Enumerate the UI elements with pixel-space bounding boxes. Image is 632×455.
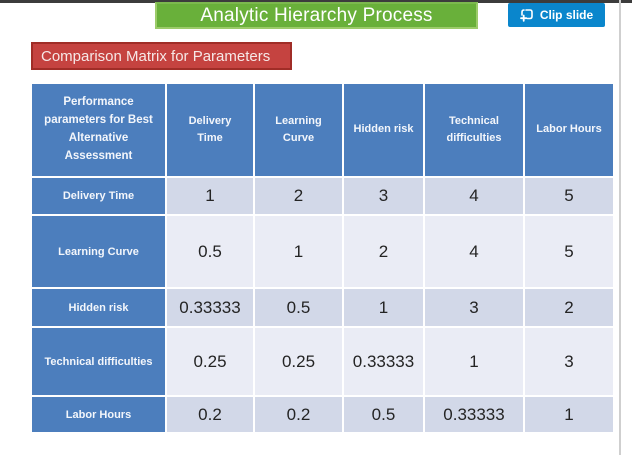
column-header: Technical difficulties	[423, 82, 525, 178]
table-row: Labor Hours 0.2 0.2 0.5 0.33333 1	[30, 395, 615, 434]
column-header: Hidden risk	[342, 82, 425, 178]
section-label: Comparison Matrix for Parameters	[41, 47, 271, 65]
matrix-cell: 1	[165, 176, 255, 216]
column-header: Delivery Time	[165, 82, 255, 178]
matrix-cell: 0.25	[253, 326, 344, 397]
matrix-cell: 1	[523, 395, 615, 434]
slide-title: Analytic Hierarchy Process	[200, 4, 433, 26]
section-label-banner: Comparison Matrix for Parameters	[31, 42, 292, 70]
row-label: Hidden risk	[30, 287, 167, 328]
matrix-cell: 1	[253, 214, 344, 289]
matrix-cell: 2	[342, 214, 425, 289]
comparison-matrix-table: Performance parameters for Best Alternat…	[30, 82, 615, 434]
matrix-cell: 0.5	[253, 287, 344, 328]
table-row: Delivery Time 1 2 3 4 5	[30, 176, 615, 216]
table-row: Hidden risk 0.33333 0.5 1 3 2	[30, 287, 615, 328]
matrix-cell: 1	[423, 326, 525, 397]
column-header: Learning Curve	[253, 82, 344, 178]
matrix-cell: 0.5	[342, 395, 425, 434]
matrix-cell: 0.33333	[423, 395, 525, 434]
matrix-cell: 3	[342, 176, 425, 216]
matrix-cell: 4	[423, 176, 525, 216]
matrix-cell: 0.2	[253, 395, 344, 434]
matrix-cell: 0.25	[165, 326, 255, 397]
matrix-cell: 4	[423, 214, 525, 289]
row-label: Learning Curve	[30, 214, 167, 289]
matrix-cell: 3	[423, 287, 525, 328]
row-label: Technical difficulties	[30, 326, 167, 397]
table-header-row: Performance parameters for Best Alternat…	[30, 82, 615, 178]
top-border-bar	[0, 0, 632, 3]
corner-header-cell: Performance parameters for Best Alternat…	[30, 82, 167, 178]
row-label: Delivery Time	[30, 176, 167, 216]
matrix-cell: 0.5	[165, 214, 255, 289]
slide-title-banner: Analytic Hierarchy Process	[155, 2, 478, 29]
matrix-cell: 5	[523, 176, 615, 216]
matrix-cell: 0.2	[165, 395, 255, 434]
column-header: Labor Hours	[523, 82, 615, 178]
clip-slide-button[interactable]: Clip slide	[508, 3, 605, 27]
clip-button-label: Clip slide	[539, 8, 594, 22]
matrix-cell: 5	[523, 214, 615, 289]
matrix-cell: 2	[523, 287, 615, 328]
matrix-cell: 0.33333	[342, 326, 425, 397]
matrix-cell: 1	[342, 287, 425, 328]
clip-icon	[519, 8, 534, 22]
row-label: Labor Hours	[30, 395, 167, 434]
matrix-cell: 0.33333	[165, 287, 255, 328]
matrix-cell: 2	[253, 176, 344, 216]
slide-right-edge	[619, 0, 621, 455]
table-row: Technical difficulties 0.25 0.25 0.33333…	[30, 326, 615, 397]
table-row: Learning Curve 0.5 1 2 4 5	[30, 214, 615, 289]
matrix-cell: 3	[523, 326, 615, 397]
